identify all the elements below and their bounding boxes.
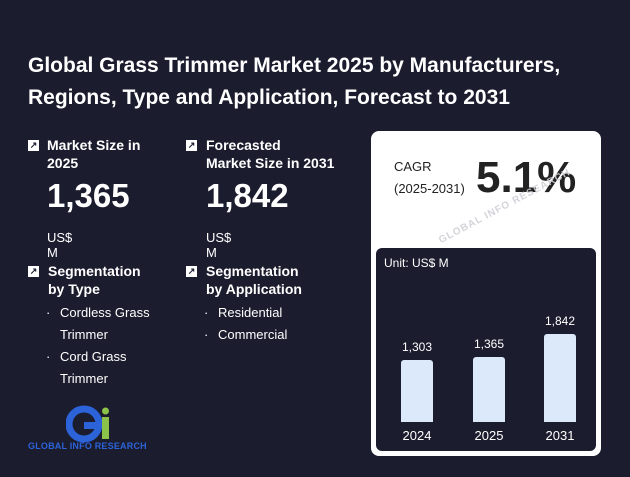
cagr-label: CAGR (2025-2031) [394, 156, 465, 200]
company-logo: GLOBAL INFO RESEARCH [28, 405, 168, 455]
seg-type-label-line2: by Type [48, 281, 100, 297]
chart-category-label: 2031 [545, 428, 575, 443]
seg-app-label-line1: Segmentation [206, 263, 299, 279]
bar-chart: Unit: US$ M 1,303 2024 1,365 2025 1,842 2031 [376, 248, 596, 451]
list-item: Cordless Grass Trimmer [46, 302, 166, 346]
list-item: Commercial [204, 324, 344, 346]
cagr-label-line1: CAGR [394, 159, 432, 174]
cagr-label-line2: (2025-2031) [394, 181, 465, 196]
list-item: Residential [204, 302, 344, 324]
chart-bar [544, 334, 576, 422]
page-title: Global Grass Trimmer Market 2025 by Manu… [28, 54, 561, 109]
market-size-label-line1: Market Size in [47, 137, 141, 153]
chart-bar [401, 359, 433, 422]
logo-mark-icon [66, 405, 109, 443]
forecast-label-line1: Forecasted [206, 137, 281, 153]
cagr-value: 5.1% [476, 153, 577, 202]
chart-category-label: 2024 [402, 428, 432, 443]
market-size-label-line2: 2025 [47, 155, 79, 171]
chart-title: Unit: US$ M [384, 256, 449, 270]
market-size-unit: US$ M [47, 230, 73, 260]
arrow-up-right-icon: ↗ [28, 266, 39, 277]
chart-bar [473, 356, 505, 422]
arrow-up-right-icon: ↗ [186, 266, 197, 277]
chart-data-label: 1,842 [544, 314, 576, 328]
arrow-up-right-icon: ↗ [186, 140, 197, 151]
arrow-up-right-icon: ↗ [28, 140, 39, 151]
market-size-value: 1,365 [47, 177, 130, 214]
forecast-value: 1,842 [206, 177, 289, 214]
seg-app-label-line2: by Application [206, 281, 302, 297]
chart-data-label: 1,303 [401, 339, 433, 354]
list-item: Cord Grass Trimmer [46, 346, 166, 390]
cagr-card: CAGR (2025-2031) 5.1% GLOBAL INFO RESEAR… [371, 131, 601, 456]
seg-type-label-line1: Segmentation [48, 263, 141, 279]
logo-text: GLOBAL INFO RESEARCH [28, 441, 147, 451]
forecast-label-line2: Market Size in 2031 [206, 155, 335, 171]
chart-category-label: 2025 [474, 428, 504, 443]
forecast-unit: US$ M [206, 230, 232, 260]
chart-data-label: 1,365 [473, 336, 505, 351]
